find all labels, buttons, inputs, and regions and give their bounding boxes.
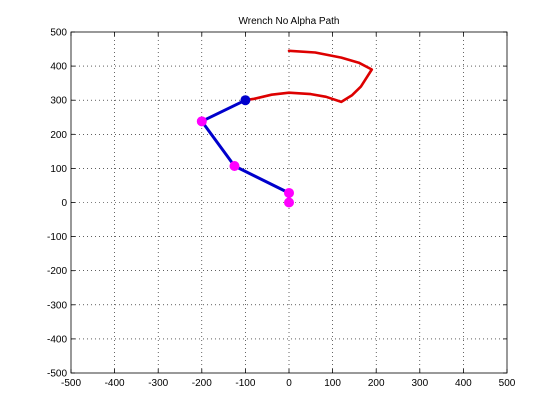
x-tick-label: 100 <box>324 378 341 389</box>
y-tick-label: 300 <box>50 96 67 107</box>
x-tick-label: -300 <box>148 378 168 389</box>
y-tick-label: 0 <box>61 198 67 209</box>
joint-marker <box>284 197 294 208</box>
tick-labels: -500 -400 -300 -200 -100 0 100 200 300 400 500 500 4… <box>47 28 516 390</box>
path-line <box>244 49 374 104</box>
x-tick-label: -400 <box>105 378 125 389</box>
x-tick-label: 200 <box>368 378 385 389</box>
y-tick-label: -200 <box>47 266 67 277</box>
joint-marker <box>284 187 294 198</box>
joint-marker <box>229 161 240 172</box>
x-tick-label: 400 <box>455 378 472 389</box>
joint-marker <box>240 95 251 106</box>
y-tick-label: -400 <box>47 334 67 345</box>
x-tick-label: 0 <box>286 378 292 389</box>
joint-markers <box>196 95 294 208</box>
y-tick-label: 200 <box>50 130 67 141</box>
grid <box>71 32 507 373</box>
x-tick-label: 300 <box>411 378 428 389</box>
y-tick-label: -500 <box>47 369 67 380</box>
chart-title: Wrench No Alpha Path <box>239 16 340 27</box>
y-tick-label: -300 <box>47 300 67 311</box>
x-tick-label: 500 <box>499 378 516 389</box>
x-tick-label: -500 <box>61 378 81 389</box>
joint-marker <box>196 116 207 127</box>
axis-ticks <box>70 31 508 374</box>
y-tick-label: 100 <box>50 164 67 175</box>
x-tick-label: -200 <box>192 378 212 389</box>
y-tick-label: -100 <box>47 232 67 243</box>
y-tick-label: 500 <box>50 28 67 39</box>
y-tick-label: 400 <box>50 62 67 73</box>
x-tick-label: -100 <box>235 378 255 389</box>
